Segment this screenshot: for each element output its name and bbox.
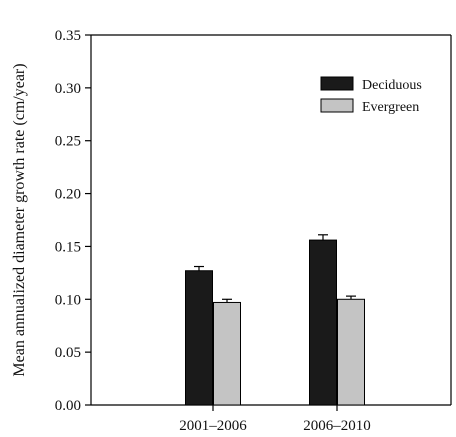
- legend-swatch-evergreen: [320, 98, 354, 113]
- y-tick-label: 0.00: [55, 398, 81, 414]
- plot-frame: [90, 34, 452, 406]
- error-bars: [194, 234, 356, 303]
- y-tick-label: 0.05: [55, 345, 81, 361]
- y-tick-label: 0.20: [55, 187, 81, 203]
- bar-deciduous: [309, 239, 337, 406]
- y-tick-label: 0.35: [55, 28, 81, 44]
- y-tick-label: 0.10: [55, 292, 81, 308]
- x-tick-label: 2006–2010: [303, 418, 371, 434]
- bars: [185, 239, 365, 406]
- x-axis-ticks: 2001–2006 2006–2010: [179, 405, 371, 434]
- y-axis-ticks: 0.00 0.05 0.10 0.15 0.20 0.25 0.30 0.35: [55, 28, 91, 414]
- legend: Deciduous Evergreen: [320, 76, 422, 115]
- y-tick-label: 0.30: [55, 81, 81, 97]
- y-axis-title: Mean annualized diameter growth rate (cm…: [11, 63, 28, 376]
- legend-label-evergreen: Evergreen: [362, 100, 419, 115]
- legend-swatch-deciduous: [320, 76, 354, 91]
- y-tick-label: 0.15: [55, 239, 81, 255]
- bar-evergreen: [337, 298, 365, 406]
- bar-evergreen: [213, 301, 241, 406]
- legend-label-deciduous: Deciduous: [362, 78, 422, 93]
- y-tick-label: 0.25: [55, 134, 81, 150]
- bar-deciduous: [185, 270, 213, 406]
- x-tick-label: 2001–2006: [179, 418, 247, 434]
